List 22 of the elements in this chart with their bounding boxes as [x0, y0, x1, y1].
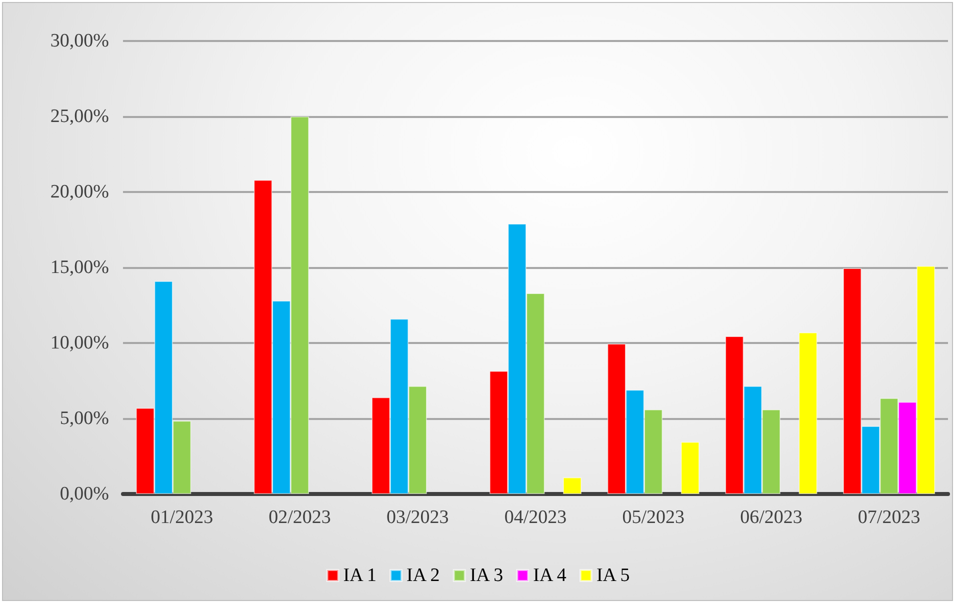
legend-label: IA 3 — [470, 565, 504, 586]
legend-label: IA 5 — [596, 565, 630, 586]
y-tick-label: 15,00% — [50, 257, 110, 278]
x-tick-label: 04/2023 — [504, 507, 567, 528]
y-tick-label: 30,00% — [50, 30, 110, 52]
y-tick-label: 5,00% — [60, 408, 110, 429]
legend-label: IA 2 — [406, 565, 440, 586]
y-tick-label: 0,00% — [60, 484, 110, 504]
x-tick-label: 01/2023 — [150, 507, 214, 528]
y-tick-label: 10,00% — [50, 332, 110, 354]
y-tick-label: 20,00% — [50, 182, 110, 202]
x-tick-label: 06/2023 — [740, 507, 802, 528]
bar — [798, 332, 818, 494]
legend-label: IA 1 — [343, 565, 377, 586]
x-tick-label: 02/2023 — [268, 507, 331, 528]
x-tick-label: 05/2023 — [622, 507, 684, 528]
x-tick-label: 07/2023 — [858, 507, 920, 528]
y-tick-label: 25,00% — [50, 106, 110, 127]
bar — [563, 477, 582, 494]
bar — [680, 442, 700, 494]
x-tick-label: 03/2023 — [386, 507, 449, 528]
legend-label: IA 4 — [533, 565, 567, 586]
